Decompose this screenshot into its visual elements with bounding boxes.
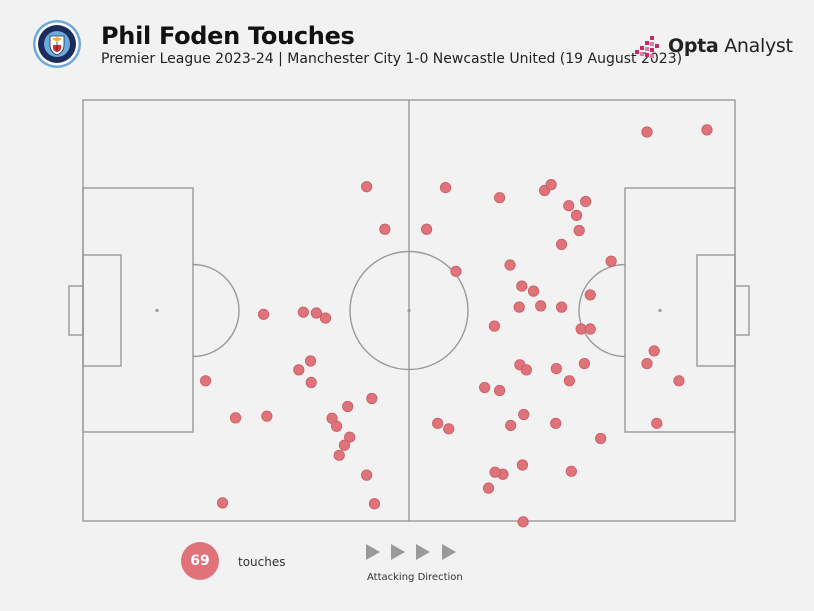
manchester-city-badge-icon <box>33 20 81 68</box>
touch-point <box>361 181 373 193</box>
touch-point <box>516 280 528 292</box>
touch-point <box>527 285 540 297</box>
touch-point <box>573 224 585 237</box>
touch-point <box>310 307 323 319</box>
touch-point <box>229 412 242 424</box>
touch-point <box>450 265 462 277</box>
touch-point <box>338 439 351 451</box>
touch-point <box>518 408 530 421</box>
brand-name-bold: Opta <box>668 35 719 57</box>
left-goal <box>68 285 84 336</box>
touch-point <box>333 449 345 461</box>
brand-name-light: Analyst <box>718 35 793 57</box>
touch-point <box>361 469 373 481</box>
touch-point <box>578 357 590 370</box>
touch-point <box>331 420 343 432</box>
touch-point <box>563 200 575 212</box>
touch-point <box>258 308 270 320</box>
centre-circle <box>349 250 469 371</box>
touch-point <box>516 459 529 471</box>
touch-point <box>505 419 517 432</box>
touch-point <box>584 323 596 335</box>
touch-point <box>563 375 575 387</box>
touch-point <box>673 375 685 387</box>
touch-point <box>565 465 577 477</box>
touch-point <box>443 423 455 435</box>
left-six-yard-box <box>82 254 122 367</box>
touch-point <box>305 376 317 389</box>
play-arrow-icon <box>366 544 380 560</box>
attacking-direction-label: Attacking Direction <box>367 572 463 583</box>
touch-point <box>432 417 444 429</box>
touch-point <box>199 375 212 387</box>
touch-point <box>304 355 317 367</box>
touch-point <box>342 400 354 413</box>
right-penalty-arc <box>578 263 626 358</box>
touch-point <box>584 289 596 301</box>
touch-point <box>297 306 309 318</box>
touch-point <box>488 320 501 332</box>
touch-point <box>641 126 653 138</box>
touch-point <box>648 345 660 357</box>
right-goal <box>734 285 750 336</box>
touch-point <box>517 516 529 528</box>
opta-analyst-logo: Opta Analyst <box>634 30 793 62</box>
touch-count-badge: 69 <box>181 542 219 580</box>
chart-subtitle: Premier League 2023-24 | Manchester City… <box>101 51 683 67</box>
touch-point <box>368 498 381 510</box>
centre-spot <box>407 308 411 313</box>
touch-point <box>439 181 452 194</box>
touch-point <box>701 124 713 136</box>
attacking-direction-arrows <box>366 544 456 560</box>
touch-point <box>605 255 617 267</box>
touch-point <box>504 259 516 271</box>
brand-name: Opta Analyst <box>668 35 793 57</box>
touch-point <box>570 209 583 221</box>
opta-bars-icon <box>635 36 659 58</box>
touch-point <box>580 195 592 208</box>
touch-point <box>319 312 332 324</box>
touch-point <box>555 301 568 313</box>
left-penalty-spot <box>155 308 159 313</box>
touch-point <box>293 364 305 376</box>
chart-title: Phil Foden Touches <box>101 22 355 50</box>
touch-point <box>550 417 562 429</box>
touch-point <box>494 384 506 397</box>
play-arrow-icon <box>442 544 456 560</box>
touch-point <box>366 392 378 405</box>
touch-point <box>595 432 607 445</box>
touch-point <box>379 223 391 235</box>
touch-point <box>261 410 273 422</box>
right-penalty-area <box>624 187 736 433</box>
touch-point <box>535 300 547 312</box>
touch-point <box>550 362 562 375</box>
touch-point <box>344 431 356 443</box>
left-penalty-arc <box>192 263 240 358</box>
touch-count-label: touches <box>238 555 286 569</box>
touch-point <box>513 301 525 313</box>
touch-point <box>555 238 568 251</box>
touch-point <box>489 466 501 478</box>
touch-point <box>545 179 557 191</box>
play-arrow-icon <box>391 544 405 560</box>
touch-point <box>421 223 433 235</box>
touch-point <box>494 192 506 204</box>
play-arrow-icon <box>416 544 430 560</box>
right-six-yard-box <box>696 254 736 367</box>
touch-point <box>641 357 653 370</box>
right-penalty-spot <box>658 308 662 313</box>
touch-point <box>479 381 491 394</box>
touch-point <box>520 364 532 376</box>
left-penalty-area <box>82 187 194 433</box>
touch-point <box>651 417 663 429</box>
touch-point <box>482 482 495 494</box>
touch-point <box>216 497 229 509</box>
touch-points <box>199 124 713 528</box>
